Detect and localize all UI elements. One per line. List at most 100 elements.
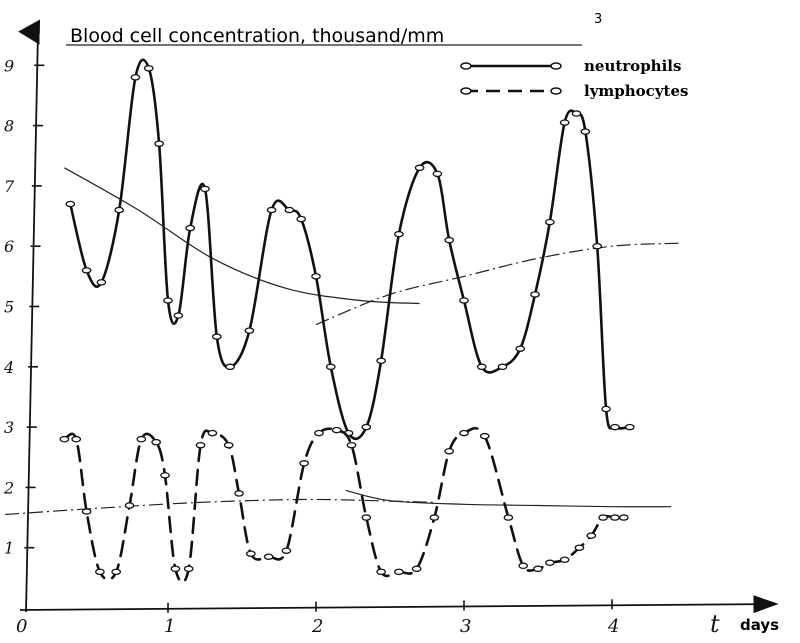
data-point-lymphocytes-18: [300, 461, 308, 466]
data-point-neutrophils-29: [516, 346, 524, 351]
data-point-lymphocytes-39: [620, 515, 628, 520]
data-point-neutrophils-1: [82, 268, 90, 273]
data-point-neutrophils-13: [245, 328, 253, 333]
data-point-lymphocytes-12: [208, 431, 216, 436]
data-point-lymphocytes-4: [112, 569, 120, 574]
data-point-neutrophils-34: [581, 129, 589, 134]
data-point-neutrophils-11: [213, 334, 221, 339]
data-point-neutrophils-0: [66, 201, 74, 206]
data-point-neutrophils-5: [145, 66, 153, 71]
legend: neutrophils lymphocytes: [461, 57, 688, 100]
data-point-neutrophils-20: [362, 425, 370, 430]
series-layer: [60, 60, 634, 583]
data-point-lymphocytes-20: [333, 428, 341, 433]
data-point-lymphocytes-17: [282, 548, 290, 553]
chart-title: Blood cell concentration, thousand/mm: [70, 25, 444, 47]
legend-item-neutrophils: neutrophils: [461, 57, 681, 75]
data-point-lymphocytes-29: [481, 434, 489, 439]
data-point-lymphocytes-8: [161, 473, 169, 478]
legend-marker-neutrophils-start: [461, 63, 471, 69]
data-point-lymphocytes-25: [412, 566, 420, 571]
data-point-neutrophils-15: [285, 207, 293, 212]
y-tick-label-1: 1: [4, 539, 14, 558]
legend-label-neutrophils: neutrophils: [584, 57, 681, 75]
x-ticks: 0 1 2 3 4: [16, 599, 619, 637]
trend-lines: [5, 168, 678, 515]
data-point-lymphocytes-33: [546, 560, 554, 565]
x-tick-label-1: 1: [164, 616, 175, 637]
trend-line-lymphocytes-4: [346, 490, 672, 506]
series-lymphocytes: [60, 428, 628, 583]
y-tick-label-2: 2: [3, 478, 14, 497]
y-axis: [26, 32, 38, 612]
y-tick-label-6: 6: [4, 237, 14, 256]
y-tick-label-8: 8: [4, 117, 14, 136]
data-point-neutrophils-24: [433, 171, 441, 176]
legend-label-lymphocytes: lymphocytes: [584, 82, 688, 100]
data-point-lymphocytes-32: [534, 566, 542, 571]
chart-title-group: Blood cell concentration, thousand/mm 3: [66, 12, 602, 47]
data-point-neutrophils-2: [97, 280, 105, 285]
data-point-lymphocytes-1: [72, 437, 80, 442]
data-point-neutrophils-26: [460, 298, 468, 303]
data-point-lymphocytes-21: [347, 443, 355, 448]
data-point-lymphocytes-13: [224, 443, 232, 448]
data-point-lymphocytes-5: [125, 503, 133, 508]
data-point-lymphocytes-7: [152, 440, 160, 445]
data-point-lymphocytes-11: [196, 443, 204, 448]
data-point-neutrophils-23: [415, 165, 423, 170]
x-tick-label-0: 0: [16, 616, 27, 637]
trend-line-lymphocytes-3: [5, 499, 434, 514]
data-point-lymphocytes-23: [377, 569, 385, 574]
trend-line-neutrophils-2: [316, 243, 679, 324]
data-point-lymphocytes-15: [247, 551, 255, 556]
data-point-neutrophils-22: [395, 232, 403, 237]
x-axis-unit: days: [740, 616, 779, 634]
x-tick-label-4: 4: [607, 616, 619, 637]
data-point-lymphocytes-27: [445, 449, 453, 454]
data-point-lymphocytes-36: [587, 533, 595, 538]
data-point-neutrophils-38: [626, 425, 634, 430]
data-point-neutrophils-36: [602, 406, 610, 411]
y-ticks: 1 2 3 4 5 6 7 8 9: [3, 56, 44, 557]
data-point-lymphocytes-34: [560, 557, 568, 562]
data-point-lymphocytes-6: [137, 437, 145, 442]
trend-line-neutrophils-1: [64, 168, 419, 304]
axes: 0 1 2 3 4 1 2 3 4 5 6 7 8 9 t days: [3, 32, 779, 638]
data-point-neutrophils-4: [131, 75, 139, 80]
data-point-neutrophils-12: [226, 364, 234, 369]
data-point-lymphocytes-19: [315, 431, 323, 436]
data-point-neutrophils-25: [445, 238, 453, 243]
data-point-lymphocytes-9: [171, 566, 179, 571]
legend-item-lymphocytes: lymphocytes: [461, 82, 688, 100]
y-tick-label-7: 7: [4, 177, 15, 196]
data-point-lymphocytes-37: [599, 515, 607, 520]
data-point-neutrophils-3: [115, 207, 123, 212]
data-point-neutrophils-10: [201, 186, 209, 191]
data-point-lymphocytes-30: [504, 515, 512, 520]
legend-marker-lymphocytes-start: [461, 88, 471, 94]
data-point-neutrophils-30: [531, 292, 539, 297]
data-point-neutrophils-14: [267, 207, 275, 212]
data-point-lymphocytes-16: [264, 554, 272, 559]
y-tick-label-9: 9: [4, 56, 14, 75]
data-point-neutrophils-16: [297, 216, 305, 221]
data-point-lymphocytes-38: [611, 515, 619, 520]
data-point-lymphocytes-24: [395, 569, 403, 574]
data-point-lymphocytes-10: [185, 566, 193, 571]
data-point-lymphocytes-3: [96, 569, 104, 574]
title-superscript: 3: [594, 12, 602, 27]
data-point-neutrophils-17: [312, 274, 320, 279]
data-point-neutrophils-18: [327, 364, 335, 369]
y-tick-label-4: 4: [3, 358, 14, 377]
legend-marker-neutrophils-end: [551, 63, 561, 69]
data-point-lymphocytes-35: [575, 545, 583, 550]
x-axis-symbol: t: [710, 610, 720, 638]
series-line-neutrophils: [70, 60, 630, 439]
data-point-neutrophils-21: [377, 358, 385, 363]
data-point-lymphocytes-28: [460, 431, 468, 436]
data-point-neutrophils-37: [611, 425, 619, 430]
series-neutrophils: [66, 60, 634, 439]
data-point-lymphocytes-2: [82, 509, 90, 514]
